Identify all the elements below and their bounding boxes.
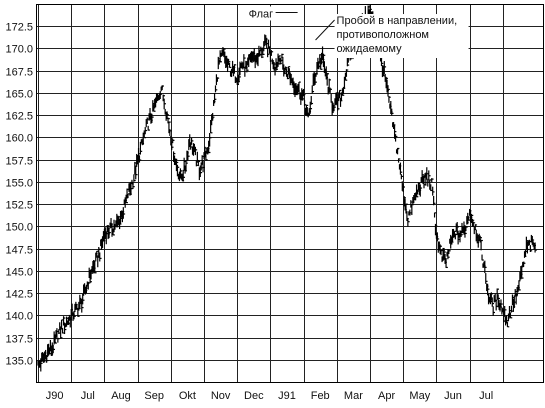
x-tick-label: Dec bbox=[244, 390, 264, 402]
x-tick-label: J90 bbox=[46, 390, 64, 402]
annotation-breakout-background bbox=[334, 14, 469, 59]
x-tick-label: Jul bbox=[479, 390, 493, 402]
x-tick-label: Mar bbox=[344, 390, 363, 402]
y-tick-label: 162.5 bbox=[5, 111, 33, 123]
y-tick-label: 150.0 bbox=[5, 222, 33, 234]
y-tick-label: 167.5 bbox=[5, 67, 33, 79]
y-tick-label: 160.0 bbox=[5, 133, 33, 145]
annotation-breakout-line: противоположном bbox=[337, 29, 429, 41]
y-tick-label: 172.5 bbox=[5, 22, 33, 34]
plot-frame bbox=[35, 3, 545, 384]
annotation-flag-label: Флаг bbox=[249, 8, 274, 20]
annotation-breakout-arrow bbox=[315, 19, 335, 41]
grid bbox=[36, 4, 543, 382]
y-tick-label: 152.5 bbox=[5, 200, 33, 212]
y-tick-label: 145.0 bbox=[5, 267, 33, 279]
y-tick-label: 155.0 bbox=[5, 178, 33, 190]
x-tick-label: Okt bbox=[179, 390, 196, 402]
x-axis: J90 Jul Aug Sep Okt Nov Dec J91 Feb Mar Apr May Jun J… bbox=[46, 390, 494, 402]
x-tick-label: Sep bbox=[144, 390, 164, 402]
x-tick-label: Feb bbox=[311, 390, 330, 402]
y-tick-label: 170.0 bbox=[5, 44, 33, 56]
annotation-breakout-line: ожидаемому bbox=[337, 43, 403, 55]
annotation-breakout-line: Пробой в направлении, bbox=[337, 15, 458, 27]
price-bars bbox=[37, 4, 537, 372]
x-tick-label: Apr bbox=[378, 390, 395, 402]
x-tick-label: Aug bbox=[111, 390, 131, 402]
y-tick-label: 157.5 bbox=[5, 156, 33, 168]
y-tick-label: 142.5 bbox=[5, 289, 33, 301]
x-tick-label: Jun bbox=[444, 390, 462, 402]
x-tick-label: May bbox=[409, 390, 430, 402]
x-tick-label: Nov bbox=[211, 390, 231, 402]
y-tick-label: 165.0 bbox=[5, 89, 33, 101]
x-tick-label: J91 bbox=[278, 390, 296, 402]
annotations: Флаг Пробой в направлении, противоположном… bbox=[245, 6, 469, 59]
y-tick-label: 147.5 bbox=[5, 245, 33, 257]
y-axis: 135.0 137.5 140.0 142.5 145.0 147.5 150.0 152.5… bbox=[5, 22, 33, 368]
y-tick-label: 140.0 bbox=[5, 311, 33, 323]
y-tick-label: 137.5 bbox=[5, 334, 33, 346]
y-tick-label: 135.0 bbox=[5, 356, 33, 368]
annotation-flag-background bbox=[245, 6, 276, 21]
x-tick-label: Jul bbox=[81, 390, 95, 402]
